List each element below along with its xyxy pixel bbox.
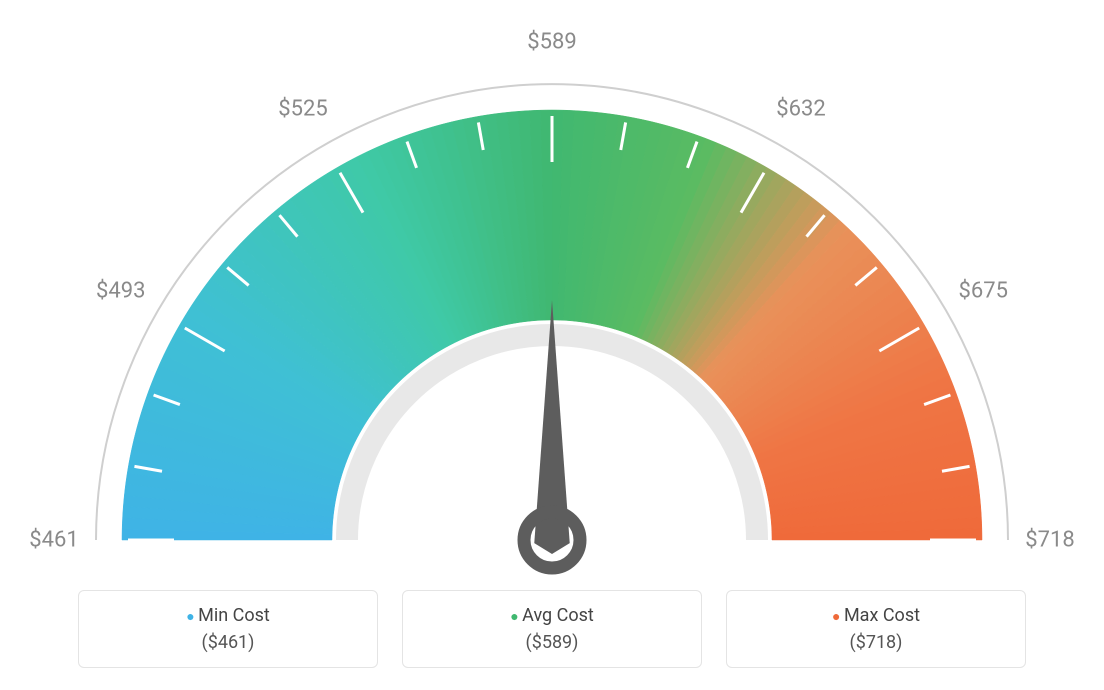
legend-card-min: Min Cost ($461) xyxy=(78,590,378,668)
legend-avg-label: Avg Cost xyxy=(421,605,683,626)
tick-label: $525 xyxy=(278,96,327,121)
legend-max-label: Max Cost xyxy=(745,605,1007,626)
legend-min-label: Min Cost xyxy=(97,605,359,626)
legend-row: Min Cost ($461) Avg Cost ($589) Max Cost… xyxy=(0,590,1104,668)
gauge-svg xyxy=(0,20,1104,580)
gauge-chart: $461 $493 $525 $589 $632 $675 $718 xyxy=(0,20,1104,580)
tick-label: $493 xyxy=(96,279,145,304)
tick-label: $589 xyxy=(527,30,576,55)
tick-label: $718 xyxy=(1025,528,1074,553)
legend-avg-value: ($589) xyxy=(421,632,683,653)
tick-label: $675 xyxy=(959,279,1008,304)
legend-max-value: ($718) xyxy=(745,632,1007,653)
tick-label: $461 xyxy=(29,528,78,553)
legend-card-max: Max Cost ($718) xyxy=(726,590,1026,668)
legend-card-avg: Avg Cost ($589) xyxy=(402,590,702,668)
tick-label: $632 xyxy=(776,96,825,121)
legend-min-value: ($461) xyxy=(97,632,359,653)
